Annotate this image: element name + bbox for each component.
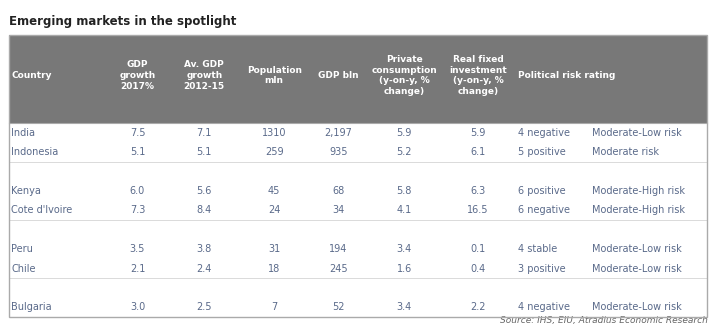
Text: 7: 7 <box>271 302 277 312</box>
Text: Moderate-High risk: Moderate-High risk <box>592 205 685 215</box>
Text: 5.1: 5.1 <box>130 147 145 157</box>
Text: 6.0: 6.0 <box>130 186 145 196</box>
Text: 4.1: 4.1 <box>397 205 412 215</box>
Text: 3 positive: 3 positive <box>518 264 566 274</box>
Text: GDP bln: GDP bln <box>318 71 359 80</box>
Text: 2.1: 2.1 <box>130 264 145 274</box>
Text: 4 negative: 4 negative <box>518 127 570 137</box>
Text: 0.4: 0.4 <box>470 264 485 274</box>
Bar <box>9 259 707 278</box>
Text: 31: 31 <box>268 244 280 254</box>
Text: 245: 245 <box>329 264 347 274</box>
Text: Moderate-High risk: Moderate-High risk <box>592 186 685 196</box>
Text: GDP
growth
2017%: GDP growth 2017% <box>120 60 155 91</box>
Text: 0.1: 0.1 <box>470 244 485 254</box>
Bar <box>9 142 707 162</box>
Text: Source: IHS, EIU, Atradius Economic Research: Source: IHS, EIU, Atradius Economic Rese… <box>500 316 707 325</box>
Text: 24: 24 <box>268 205 281 215</box>
Bar <box>9 201 707 220</box>
Text: 68: 68 <box>332 186 344 196</box>
Text: India: India <box>11 127 36 137</box>
Text: Moderate-Low risk: Moderate-Low risk <box>592 244 682 254</box>
Text: 2.5: 2.5 <box>196 302 212 312</box>
Text: 1310: 1310 <box>262 127 286 137</box>
Text: 7.3: 7.3 <box>130 205 145 215</box>
Text: 4 stable: 4 stable <box>518 244 557 254</box>
Text: 8.4: 8.4 <box>197 205 212 215</box>
Text: Av. GDP
growth
2012-15: Av. GDP growth 2012-15 <box>184 60 225 91</box>
Text: 2,197: 2,197 <box>324 127 352 137</box>
Text: 3.0: 3.0 <box>130 302 145 312</box>
Text: 6.1: 6.1 <box>470 147 485 157</box>
Text: 5 positive: 5 positive <box>518 147 566 157</box>
Text: 2.4: 2.4 <box>197 264 212 274</box>
Text: Chile: Chile <box>11 264 36 274</box>
Text: 935: 935 <box>329 147 347 157</box>
Text: Cote d'Ivoire: Cote d'Ivoire <box>11 205 73 215</box>
Text: 3.8: 3.8 <box>197 244 212 254</box>
Text: 18: 18 <box>268 264 280 274</box>
Text: 3.4: 3.4 <box>397 302 412 312</box>
Text: Real fixed
investment
(y-on-y, %
change): Real fixed investment (y-on-y, % change) <box>449 55 507 96</box>
Text: 16.5: 16.5 <box>468 205 489 215</box>
Text: 7.1: 7.1 <box>197 127 212 137</box>
Bar <box>9 35 707 317</box>
Text: 6.3: 6.3 <box>470 186 485 196</box>
Text: 2.2: 2.2 <box>470 302 485 312</box>
Text: 5.6: 5.6 <box>197 186 212 196</box>
Bar <box>9 181 707 201</box>
Bar <box>9 123 707 142</box>
Text: 5.2: 5.2 <box>397 147 412 157</box>
Text: 5.9: 5.9 <box>397 127 412 137</box>
Text: 3.4: 3.4 <box>397 244 412 254</box>
Text: 5.9: 5.9 <box>470 127 485 137</box>
Text: Emerging markets in the spotlight: Emerging markets in the spotlight <box>9 15 236 28</box>
Text: Moderate risk: Moderate risk <box>592 147 659 157</box>
Text: Population
mln: Population mln <box>246 66 301 85</box>
Text: Private
consumption
(y-on-y, %
change): Private consumption (y-on-y, % change) <box>372 55 437 96</box>
Text: 6 positive: 6 positive <box>518 186 566 196</box>
Text: 45: 45 <box>268 186 281 196</box>
Text: Moderate-Low risk: Moderate-Low risk <box>592 302 682 312</box>
Bar <box>9 35 707 123</box>
Bar <box>9 297 707 317</box>
Text: Moderate-Low risk: Moderate-Low risk <box>592 127 682 137</box>
Text: Peru: Peru <box>11 244 34 254</box>
Text: 5.8: 5.8 <box>397 186 412 196</box>
Text: Kenya: Kenya <box>11 186 42 196</box>
Text: Country: Country <box>11 71 52 80</box>
Text: Bulgaria: Bulgaria <box>11 302 52 312</box>
Text: 6 negative: 6 negative <box>518 205 570 215</box>
Text: Indonesia: Indonesia <box>11 147 59 157</box>
Text: 194: 194 <box>329 244 347 254</box>
Text: 5.1: 5.1 <box>197 147 212 157</box>
Text: 4 negative: 4 negative <box>518 302 570 312</box>
Text: 7.5: 7.5 <box>130 127 145 137</box>
Text: 34: 34 <box>332 205 344 215</box>
Text: Moderate-Low risk: Moderate-Low risk <box>592 264 682 274</box>
Text: 1.6: 1.6 <box>397 264 412 274</box>
Text: Political risk rating: Political risk rating <box>518 71 615 80</box>
Text: 3.5: 3.5 <box>130 244 145 254</box>
Text: 259: 259 <box>265 147 284 157</box>
Text: 52: 52 <box>332 302 344 312</box>
Bar <box>9 239 707 259</box>
